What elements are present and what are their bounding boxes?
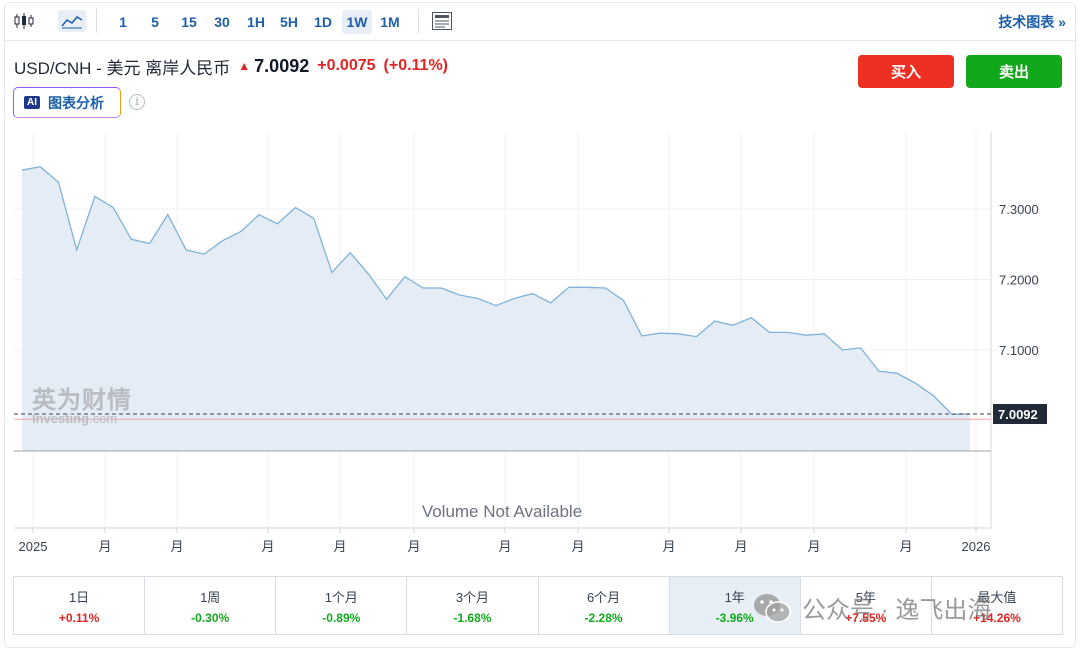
- area-chart-icon[interactable]: [58, 10, 86, 32]
- performance-period-value: -3.96%: [715, 610, 754, 625]
- performance-period-label: 1个月: [324, 589, 358, 605]
- last-price-tag-label: 7.0092: [998, 407, 1038, 422]
- x-tick-label: 月: [407, 539, 420, 554]
- performance-period-label: 1周: [200, 589, 221, 605]
- performance-period-label: 6个月: [586, 589, 621, 605]
- x-tick-label: 月: [571, 539, 584, 554]
- x-tick-label: 月: [662, 539, 675, 554]
- watermark-en: Investing.com: [32, 412, 132, 425]
- performance-period-value: -0.30%: [191, 610, 230, 625]
- performance-period[interactable]: 最大值 +14.26%: [932, 577, 1062, 634]
- x-tick-label: 月: [170, 539, 183, 554]
- symbol-name: USD/CNH - 美元 离岸人民币: [14, 58, 231, 78]
- x-tick-label: 2025: [19, 539, 48, 554]
- info-icon[interactable]: i: [129, 94, 145, 110]
- x-tick-label: 2026: [962, 539, 991, 554]
- price-change: +0.0075: [317, 57, 376, 74]
- performance-period[interactable]: 1周 -0.30%: [145, 577, 277, 634]
- x-tick-label: 月: [98, 539, 111, 554]
- y-tick-label: 7.2000: [999, 273, 1039, 288]
- performance-period-value: +7.55%: [845, 610, 887, 625]
- performance-period[interactable]: 5年 +7.55%: [801, 577, 932, 634]
- technical-chart-link[interactable]: 技术图表 »: [998, 14, 1066, 30]
- news-panel-icon[interactable]: [430, 10, 454, 32]
- sell-button[interactable]: 卖出: [966, 55, 1062, 88]
- watermark-cn: 英为财情: [32, 387, 132, 414]
- buy-button[interactable]: 买入: [858, 55, 954, 88]
- interval-1w[interactable]: 1W: [342, 10, 372, 34]
- performance-period-value: +14.26%: [973, 610, 1021, 625]
- x-tick-label: 月: [261, 539, 274, 554]
- price-change-pct: (+0.11%): [383, 57, 448, 74]
- performance-period-value: -0.89%: [322, 610, 361, 625]
- y-tick-label: 7.3000: [999, 202, 1039, 217]
- candlestick-icon[interactable]: [12, 10, 36, 32]
- interval-15[interactable]: 15: [181, 14, 197, 30]
- performance-period[interactable]: 3个月 -1.68%: [407, 577, 539, 634]
- interval-5[interactable]: 5: [151, 14, 159, 30]
- performance-period-value: +0.11%: [58, 610, 100, 625]
- quote-header: USD/CNH - 美元 离岸人民币 ▲ 7.0092 +0.0075 (+0.…: [14, 54, 448, 78]
- x-tick-label: 月: [807, 539, 820, 554]
- performance-period-label: 3个月: [455, 589, 490, 605]
- price-line: [21, 166, 971, 415]
- y-tick-label: 7.1000: [999, 343, 1039, 358]
- last-price: 7.0092: [254, 55, 310, 76]
- toolbar-divider: [96, 9, 97, 33]
- performance-period[interactable]: 1日 +0.11%: [14, 577, 146, 634]
- x-axis: 2025 月 月 月 月 月 月 月 月 月 月 月 2026: [19, 528, 991, 554]
- performance-bar: 1日 +0.11% 1周 -0.30% 1个月 -0.89% 3个月 -1.68% 6个月 -2.…: [13, 576, 1063, 635]
- price-chart[interactable]: 7.3000 7.2000 7.1000 2025 月 月 月 月 月 月 月 月 月 月 月 2026 7…: [0, 0, 1080, 570]
- performance-period[interactable]: 6个月 -2.28%: [539, 577, 670, 634]
- watermark-en-name: Investing: [32, 411, 90, 426]
- last-price-tag: [993, 404, 1047, 425]
- x-tick-label: 月: [498, 539, 511, 554]
- up-arrow-icon: ▲: [238, 59, 251, 73]
- performance-period[interactable]: 1个月 -0.89%: [276, 577, 408, 634]
- wechat-account-label: 公众号 · 逸飞出海: [802, 597, 992, 624]
- performance-period-label: 1年: [724, 589, 745, 605]
- ai-chart-analysis-button[interactable]: AI 图表分析: [13, 87, 121, 118]
- performance-period-label: 最大值: [977, 589, 1017, 605]
- interval-1m[interactable]: 1M: [380, 14, 400, 30]
- ai-icon: AI: [24, 96, 40, 109]
- x-tick-label: 月: [899, 539, 912, 554]
- x-tick-label: 月: [734, 539, 747, 554]
- performance-period-value: -2.28%: [584, 610, 623, 625]
- y-axis: 7.3000 7.2000 7.1000: [999, 202, 1039, 358]
- interval-5h[interactable]: 5H: [280, 14, 298, 30]
- interval-1d[interactable]: 1D: [314, 14, 332, 30]
- interval-1[interactable]: 1: [119, 14, 127, 30]
- x-tick-label: 月: [333, 539, 346, 554]
- wechat-icon: [754, 593, 791, 623]
- ai-analysis-label: 图表分析: [48, 94, 104, 111]
- investing-watermark: 英为财情 Investing.com: [32, 387, 132, 426]
- interval-1h[interactable]: 1H: [247, 14, 265, 30]
- performance-period-label: 5年: [855, 589, 876, 605]
- price-area: [22, 166, 970, 451]
- performance-period-value: -1.68%: [453, 610, 492, 625]
- toolbar-divider: [418, 9, 419, 33]
- wechat-overlay: 公众号 · 逸飞出海: [752, 590, 991, 625]
- watermark-en-suffix: .com: [89, 411, 118, 426]
- performance-period-label: 1日: [68, 589, 90, 605]
- chart-toolbar: 1 5 15 30 1H 5H 1D 1W 1M 技术图表 »: [4, 2, 1076, 41]
- volume-not-available: Volume Not Available: [422, 502, 582, 521]
- widget-frame: [4, 2, 1076, 648]
- interval-30[interactable]: 30: [214, 14, 230, 30]
